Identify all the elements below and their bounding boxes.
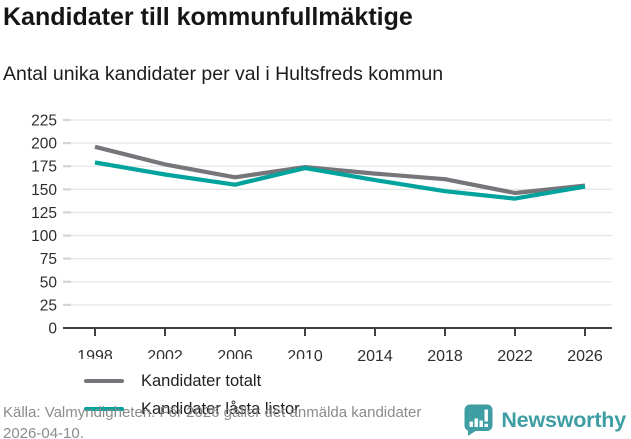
source-note: Källa: Valmyndigheten. För 2026 gäller d… xyxy=(3,404,422,439)
svg-text:25: 25 xyxy=(40,297,57,314)
newsworthy-logo[interactable]: Newsworthy xyxy=(464,404,626,436)
series-line-1 xyxy=(94,160,586,201)
svg-text:2026: 2026 xyxy=(567,348,603,365)
svg-text:2014: 2014 xyxy=(357,348,393,365)
svg-text:150: 150 xyxy=(31,182,57,199)
svg-text:100: 100 xyxy=(31,228,57,245)
svg-text:175: 175 xyxy=(31,159,57,176)
logo-mark xyxy=(464,404,493,436)
newsworthy-wordmark: Newsworthy xyxy=(501,407,626,432)
y-axis-labels: 0 25 50 75 100 125 150 175 200 225 xyxy=(31,113,57,338)
svg-text:2022: 2022 xyxy=(497,348,533,365)
series-line-0 xyxy=(94,144,586,196)
chart-subtitle: Antal unika kandidater per val i Hultsfr… xyxy=(3,63,444,85)
legend-item: Kandidater låsta listor xyxy=(84,395,300,423)
legend-label: Kandidater låsta listor xyxy=(141,399,300,418)
legend-item: Kandidater totalt xyxy=(84,367,300,395)
chart-legend: Kandidater totalt Kandidater låsta listor xyxy=(76,359,316,431)
legend-label: Kandidater totalt xyxy=(141,371,262,390)
chart-title: Kandidater till kommunfullmäktige xyxy=(3,3,413,31)
legend-swatch xyxy=(84,378,124,384)
svg-text:2018: 2018 xyxy=(427,348,463,365)
newsworthy-logo-icon xyxy=(464,404,493,436)
svg-text:0: 0 xyxy=(48,321,57,338)
svg-text:225: 225 xyxy=(31,113,57,130)
line-chart: 0 25 50 75 100 125 150 175 200 225 1998 2002 2006 201… xyxy=(0,108,631,431)
svg-text:75: 75 xyxy=(40,251,57,268)
svg-text:200: 200 xyxy=(31,136,57,153)
x-axis-ticks xyxy=(94,329,586,336)
gridlines xyxy=(63,118,612,329)
svg-text:50: 50 xyxy=(40,274,58,291)
legend-swatch xyxy=(84,406,124,412)
svg-text:125: 125 xyxy=(31,205,57,222)
